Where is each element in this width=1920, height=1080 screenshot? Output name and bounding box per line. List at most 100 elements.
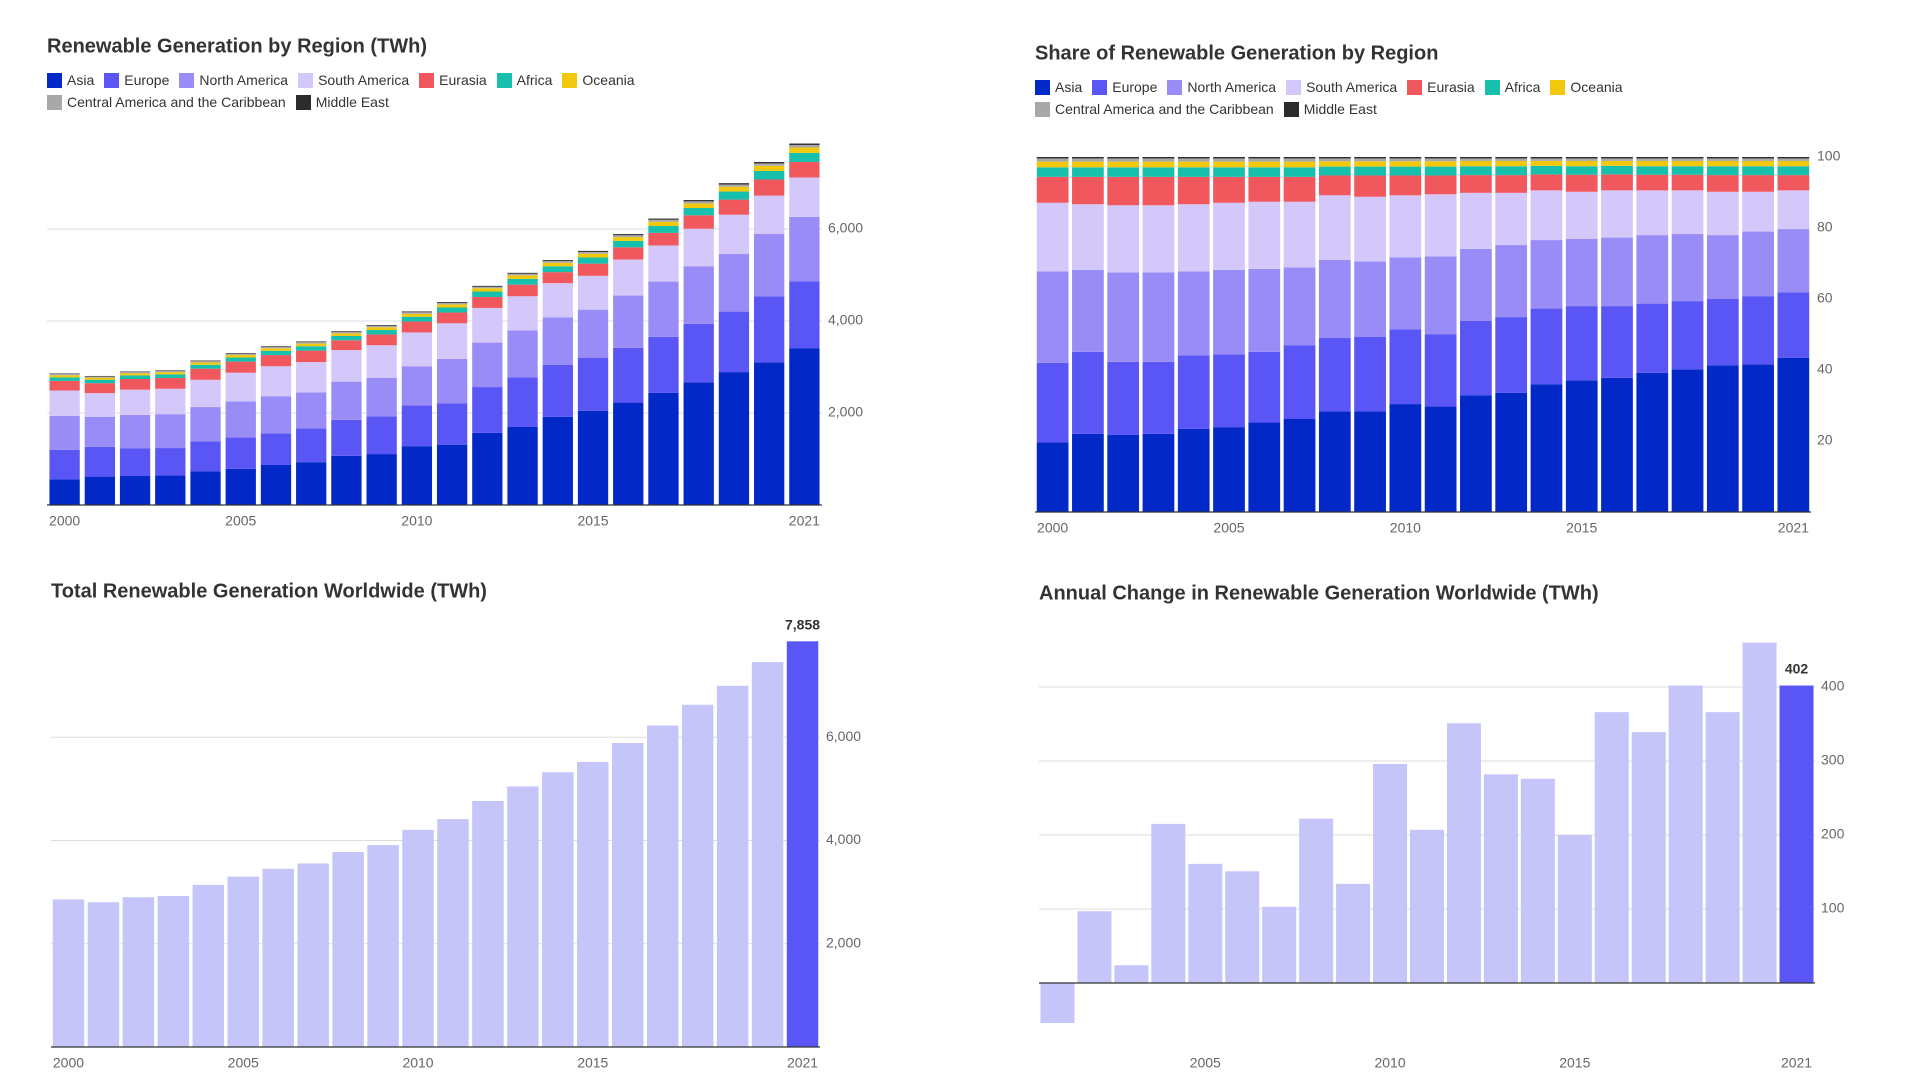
bar-segment xyxy=(1107,158,1140,162)
legend-swatch xyxy=(104,72,120,88)
bar-segment xyxy=(1530,240,1563,309)
bar-segment xyxy=(119,371,151,373)
bar-segment xyxy=(1636,372,1669,512)
legend-item: Central America and the Caribbean xyxy=(1035,101,1274,117)
bar-segment xyxy=(296,428,327,463)
bar-segment xyxy=(49,380,80,391)
bar-segment xyxy=(1636,235,1669,304)
x-tick-label: 2010 xyxy=(401,513,432,529)
bar-segment xyxy=(1107,272,1140,362)
bar-segment xyxy=(789,147,820,153)
bar-segment xyxy=(155,374,186,378)
bar-segment xyxy=(401,405,433,447)
bar-segment xyxy=(718,372,750,505)
bar xyxy=(1520,778,1555,983)
legend-label: Oceania xyxy=(582,72,635,88)
bar-segment xyxy=(1742,231,1774,297)
bar-segment xyxy=(1177,157,1210,159)
bar-segment xyxy=(577,275,609,310)
bar-segment xyxy=(683,207,714,216)
x-tick-label: 2021 xyxy=(1781,1055,1812,1071)
bar-segment xyxy=(1318,158,1351,162)
bar-segment xyxy=(155,475,186,505)
bar-segment xyxy=(1354,161,1386,167)
bar-segment xyxy=(1036,158,1069,162)
bar xyxy=(1668,685,1703,983)
bar-segment xyxy=(84,476,115,505)
bar xyxy=(1040,983,1075,1023)
bar-segment xyxy=(436,302,468,305)
bar-segment xyxy=(1283,201,1316,268)
bar-segment xyxy=(1495,158,1528,161)
bar-segment xyxy=(1107,167,1140,177)
bar-segment xyxy=(1742,158,1774,161)
y-tick-label: 6,000 xyxy=(828,220,863,236)
bar-segment xyxy=(1142,167,1175,177)
bar-segment xyxy=(1530,165,1563,175)
bar-segment xyxy=(84,446,115,477)
bar-segment xyxy=(683,203,714,208)
y-tick-label: 400 xyxy=(1821,678,1845,694)
bar-segment xyxy=(155,388,186,415)
bar-segment xyxy=(683,228,714,267)
bar-segment xyxy=(225,355,256,358)
bar-segment xyxy=(1742,157,1774,159)
bar-segment xyxy=(1354,261,1386,337)
legend-swatch xyxy=(1283,101,1299,117)
bar-segment xyxy=(1742,364,1774,512)
bar-segment xyxy=(1777,229,1810,293)
bar-segment xyxy=(754,234,785,297)
legend-item: Africa xyxy=(1484,79,1540,95)
bar-segment xyxy=(1777,190,1810,230)
legend-item: Eurasia xyxy=(1407,79,1475,95)
bar-segment xyxy=(613,235,644,238)
bar-segment xyxy=(331,333,362,336)
bar-segment xyxy=(1318,411,1351,512)
bar-segment xyxy=(754,170,785,180)
bar-segment xyxy=(1213,157,1245,159)
bar-segment xyxy=(401,316,433,322)
legend-swatch xyxy=(1286,79,1302,95)
bar-segment xyxy=(225,401,256,438)
bar-segment xyxy=(1036,202,1069,272)
bar-segment xyxy=(1177,158,1210,162)
bar xyxy=(751,662,784,1047)
bar-segment xyxy=(1072,176,1104,205)
bar-segment xyxy=(1777,166,1810,176)
bar-segment xyxy=(260,355,292,367)
bar-segment xyxy=(436,358,468,404)
bar xyxy=(262,868,294,1047)
bar-segment xyxy=(1565,157,1598,159)
bar-segment xyxy=(507,377,538,427)
bar-segment xyxy=(1424,175,1457,195)
bar-segment xyxy=(1530,157,1563,159)
y-tick-label: 300 xyxy=(1821,752,1845,768)
bar-segment xyxy=(613,247,644,260)
bar-segment xyxy=(1177,167,1210,177)
bar xyxy=(192,884,225,1047)
bar-segment xyxy=(296,392,327,429)
bar-segment xyxy=(49,377,80,381)
bar-segment xyxy=(1389,195,1422,258)
bar-segment xyxy=(542,416,573,505)
chart-title: Share of Renewable Generation by Region xyxy=(1035,42,1438,64)
bar-segment xyxy=(789,143,820,145)
bar-segment xyxy=(436,302,468,303)
bar xyxy=(1151,823,1186,983)
bar xyxy=(1336,883,1371,983)
bar-segment xyxy=(1706,166,1739,176)
bar-segment xyxy=(401,366,433,406)
bar-segment xyxy=(1495,245,1528,318)
bar-segment xyxy=(1671,369,1704,512)
bar-segment xyxy=(401,311,433,313)
x-tick-label: 2015 xyxy=(577,1055,608,1071)
bar-segment xyxy=(1354,411,1386,512)
bar-segment xyxy=(1283,157,1316,159)
bar-segment xyxy=(472,296,503,308)
bar-segment xyxy=(648,219,679,222)
bar-segment xyxy=(119,476,151,505)
bar-segment xyxy=(754,179,785,196)
bar xyxy=(577,761,609,1047)
bar-segment xyxy=(1248,422,1281,512)
bar-segment xyxy=(718,186,750,192)
